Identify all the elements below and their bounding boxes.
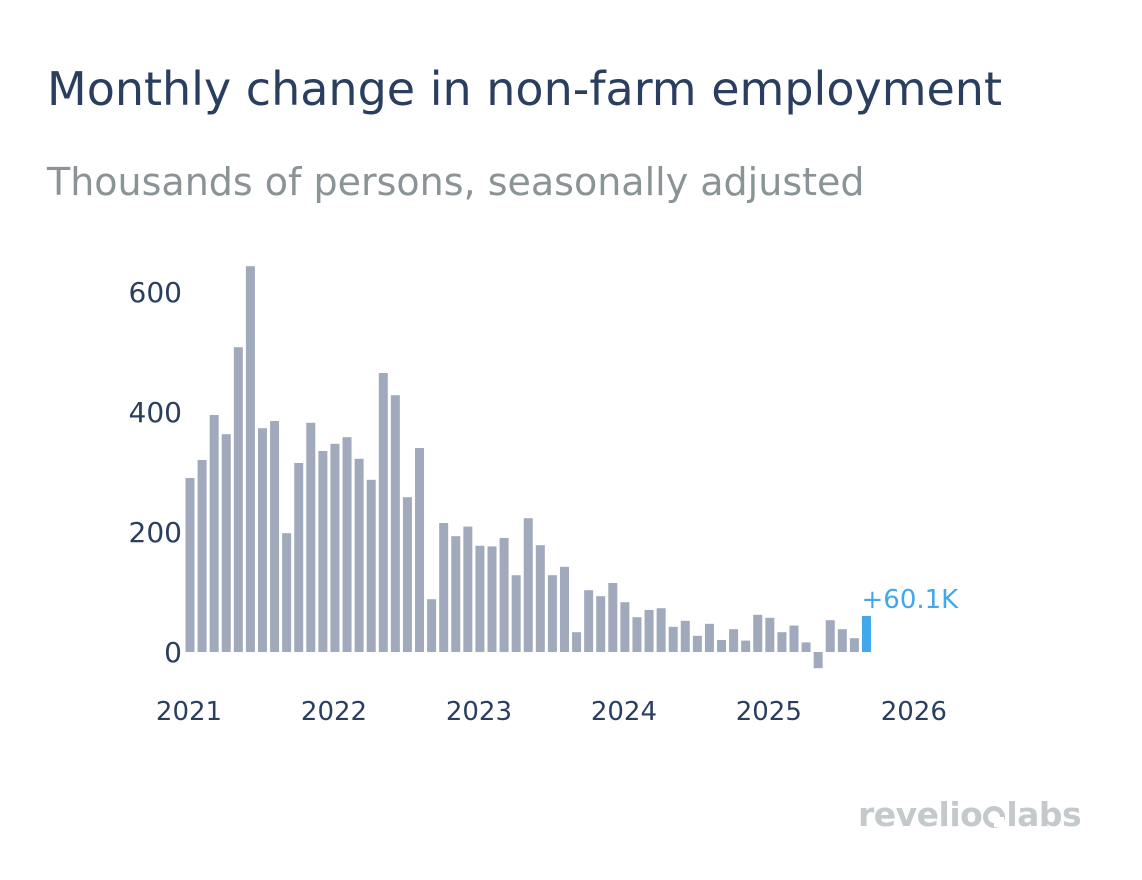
bar bbox=[475, 545, 485, 652]
latest-value-label: +60.1K bbox=[862, 585, 960, 615]
bar bbox=[547, 575, 557, 652]
y-tick-label: 600 bbox=[129, 276, 182, 309]
bar bbox=[402, 497, 412, 652]
bar bbox=[753, 614, 763, 652]
bar bbox=[717, 640, 727, 652]
bar-latest bbox=[861, 615, 871, 652]
bar bbox=[487, 546, 497, 652]
bar bbox=[825, 620, 835, 652]
x-tick-label: 2021 bbox=[156, 697, 222, 727]
bar bbox=[572, 632, 582, 652]
bar bbox=[511, 575, 521, 652]
bar bbox=[245, 266, 255, 652]
bar bbox=[596, 596, 606, 652]
bar bbox=[789, 625, 799, 652]
bar bbox=[463, 526, 473, 652]
bar bbox=[535, 545, 545, 652]
x-tick-label: 2022 bbox=[301, 697, 367, 727]
bar bbox=[197, 460, 207, 652]
logo-o-mark bbox=[982, 795, 1006, 834]
bar bbox=[282, 533, 292, 652]
bar bbox=[656, 608, 666, 652]
bar bbox=[209, 415, 219, 652]
bar bbox=[366, 479, 376, 652]
bar bbox=[233, 347, 243, 652]
bar bbox=[777, 632, 787, 652]
bar bbox=[221, 434, 231, 652]
chart-title: Monthly change in non-farm employment bbox=[47, 62, 1002, 116]
bar bbox=[294, 463, 304, 652]
bar bbox=[415, 448, 425, 652]
bar bbox=[330, 443, 340, 652]
bar bbox=[765, 617, 775, 652]
bar bbox=[342, 437, 352, 652]
bar bbox=[680, 620, 690, 652]
bar bbox=[837, 629, 847, 652]
bar bbox=[427, 599, 437, 652]
bar bbox=[632, 617, 642, 652]
bar bbox=[644, 610, 654, 652]
bar bbox=[390, 395, 400, 652]
bar bbox=[523, 518, 533, 652]
bar bbox=[257, 428, 267, 652]
revelio-labs-logo: revelio labs bbox=[858, 795, 1082, 834]
bar bbox=[692, 635, 702, 652]
bar bbox=[559, 566, 569, 652]
bar bbox=[813, 652, 823, 669]
bar bbox=[270, 421, 280, 652]
bar bbox=[608, 583, 618, 652]
y-tick-label: 0 bbox=[164, 636, 182, 669]
bar bbox=[306, 422, 316, 652]
y-tick-label: 400 bbox=[129, 396, 182, 429]
chart-subtitle: Thousands of persons, seasonally adjuste… bbox=[47, 160, 865, 204]
x-tick-label: 2023 bbox=[446, 697, 512, 727]
bar bbox=[439, 523, 449, 652]
bar bbox=[499, 538, 509, 652]
bar bbox=[620, 602, 630, 652]
bar bbox=[741, 640, 751, 652]
bar bbox=[354, 458, 364, 652]
bar bbox=[378, 373, 388, 652]
bar bbox=[668, 626, 678, 652]
bar bbox=[849, 638, 859, 652]
bar bbox=[185, 478, 195, 652]
bar bbox=[318, 451, 328, 652]
x-tick-label: 2024 bbox=[591, 697, 657, 727]
bar bbox=[451, 536, 461, 652]
y-tick-label: 200 bbox=[129, 516, 182, 549]
bar bbox=[704, 623, 714, 652]
x-tick-label: 2025 bbox=[736, 697, 802, 727]
bar bbox=[801, 642, 811, 652]
bar bbox=[584, 590, 594, 652]
x-tick-label: 2026 bbox=[881, 697, 947, 727]
bar bbox=[729, 629, 739, 652]
